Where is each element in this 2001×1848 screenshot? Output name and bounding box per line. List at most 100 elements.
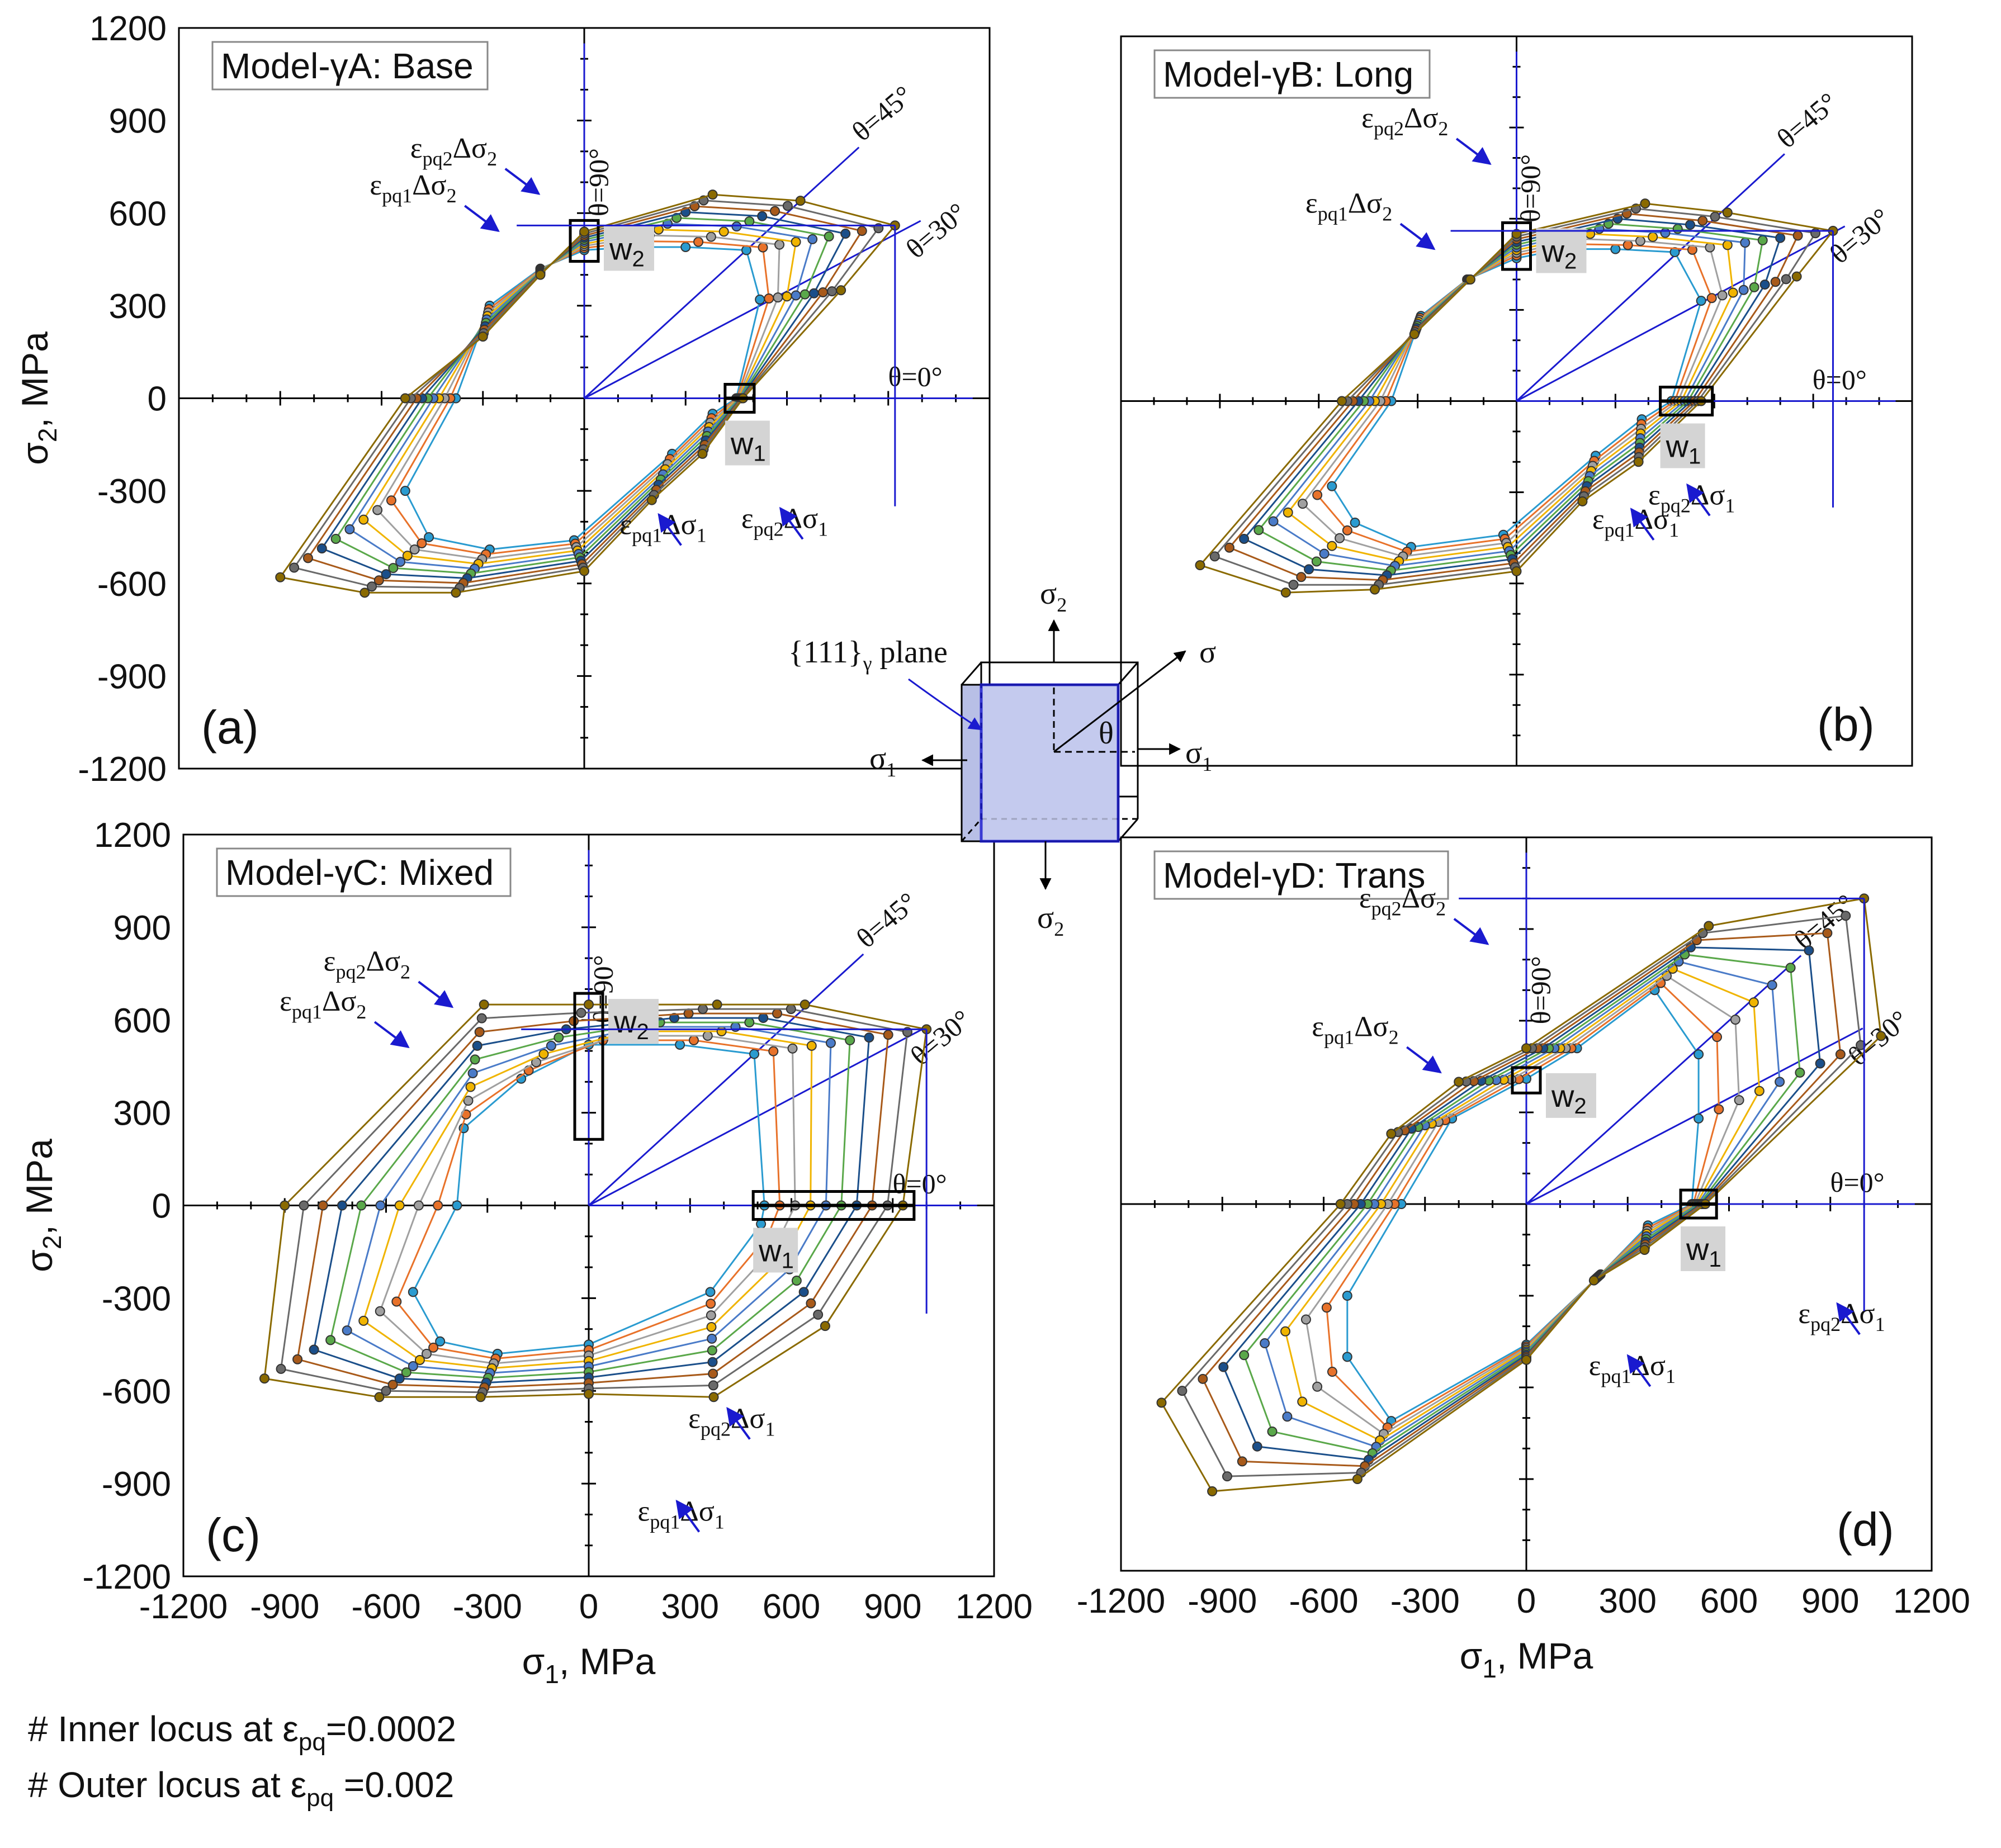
y-axis-title: σ2, MPa — [18, 1139, 67, 1272]
locus-point — [474, 1027, 485, 1037]
x-tick-label: 0 — [579, 1588, 598, 1626]
locus-point — [400, 486, 410, 496]
locus-point — [1369, 584, 1380, 595]
x-tick-label: -1200 — [139, 1588, 228, 1626]
locus-point — [758, 242, 768, 253]
annotation-arrow — [657, 513, 682, 546]
x-tick-label: -900 — [250, 1588, 319, 1626]
locus-point — [408, 1287, 418, 1297]
angle-label: θ=45° — [846, 79, 919, 147]
angle-label: θ=45° — [1771, 86, 1843, 154]
locus-point — [1767, 980, 1777, 991]
w1-bracket — [723, 383, 756, 414]
locus-line — [278, 193, 897, 594]
y-tick-label: 600 — [113, 1002, 171, 1040]
locus-point — [817, 287, 828, 297]
w1-label: w1 — [730, 426, 766, 466]
locus-point — [1319, 548, 1330, 559]
w1-label-box — [725, 420, 770, 466]
locus-line — [1286, 233, 1734, 562]
locus-point — [1280, 587, 1291, 598]
locus-point — [1640, 198, 1650, 209]
locus-line — [329, 1021, 851, 1379]
locus-point — [864, 1032, 874, 1043]
locus-point — [755, 294, 765, 305]
locus-point — [1693, 1113, 1704, 1124]
locus-point — [1710, 211, 1720, 222]
locus-point — [706, 1299, 716, 1309]
y-tick-label: 900 — [113, 909, 171, 947]
locus-point — [391, 1296, 402, 1307]
slip-plane — [980, 683, 1120, 843]
locus-point — [1300, 1314, 1311, 1325]
w1-bracket — [1679, 1188, 1718, 1220]
locus-point — [1209, 551, 1220, 562]
y-tick-label: -1200 — [82, 1558, 171, 1596]
locus-point — [1577, 496, 1588, 506]
w1-bracket — [751, 1190, 916, 1221]
annotation-arrow — [1406, 1046, 1442, 1074]
locus-point — [1791, 271, 1802, 282]
y-axis-title: σ2, MPa — [14, 331, 62, 465]
panel-b: Model-γB: Long (b) θ=0° θ=30° θ=45° θ=90° w1 w2… — [1120, 35, 1913, 767]
locus-point — [337, 1200, 347, 1211]
locus-point — [1222, 1471, 1232, 1482]
locus-point — [1282, 1411, 1293, 1422]
locus-point — [693, 236, 704, 247]
locus-point — [706, 1321, 717, 1332]
w1-label-box — [1660, 423, 1705, 468]
y-tick-label: -1200 — [78, 750, 167, 789]
guide-ray — [1516, 225, 1846, 402]
locus-point — [791, 236, 801, 247]
locus-point — [1704, 921, 1714, 931]
note-inner-locus: # Inner locus at εpq=0.0002 — [28, 1709, 456, 1756]
w1-bracket — [1659, 386, 1714, 416]
locus-point — [1177, 1386, 1188, 1396]
locus-point — [1311, 556, 1322, 567]
angle-label: θ=0° — [1813, 364, 1867, 395]
locus-point — [1804, 945, 1814, 956]
locus-point — [1672, 224, 1683, 234]
locus-point — [356, 1200, 367, 1211]
locus-point — [1342, 525, 1352, 536]
y-tick-label: 1200 — [94, 816, 171, 855]
locus-point — [806, 1040, 817, 1051]
locus-point — [289, 562, 300, 573]
locus-point — [1697, 215, 1708, 226]
locus-point — [302, 553, 313, 563]
locus-point — [1734, 1095, 1744, 1106]
locus-point — [579, 566, 589, 576]
annotation-arrow — [779, 506, 804, 540]
x-tick-label: -600 — [1289, 1582, 1358, 1620]
x-axis-title: σ1, MPa — [1460, 1635, 1593, 1683]
locus-point — [316, 543, 327, 554]
y-tick-label: -900 — [102, 1465, 171, 1504]
locus-point — [435, 1336, 446, 1347]
locus-point — [479, 999, 489, 1010]
locus-point — [395, 557, 406, 567]
locus-point — [554, 1032, 564, 1043]
sigma2-bottom-label: σ2 — [1037, 901, 1064, 940]
y-tick-label: 0 — [148, 380, 167, 419]
locus-point — [1465, 274, 1475, 285]
locus-point — [731, 221, 742, 232]
locus-point — [744, 1017, 755, 1028]
locus-point — [414, 1354, 425, 1365]
locus-line — [1228, 212, 1799, 581]
angle-label: θ=90° — [583, 148, 614, 216]
locus-point — [706, 231, 716, 242]
locus-point — [1521, 1043, 1531, 1054]
x-tick-label: -1200 — [1077, 1582, 1166, 1620]
locus-point — [798, 1287, 809, 1297]
locus-line — [1257, 222, 1764, 572]
locus-point — [1775, 1077, 1785, 1087]
locus-point — [787, 1043, 798, 1054]
locus-point — [706, 1310, 716, 1321]
x-tick-label: 600 — [763, 1588, 820, 1626]
theta-label: θ — [1099, 716, 1114, 751]
epsilon-annotation: εpq1Δσ2 — [1312, 1011, 1398, 1048]
panel-label: (b) — [1817, 698, 1875, 751]
w2-label-box — [604, 226, 654, 271]
locus-point — [1521, 1354, 1531, 1365]
title-box — [1153, 850, 1449, 900]
